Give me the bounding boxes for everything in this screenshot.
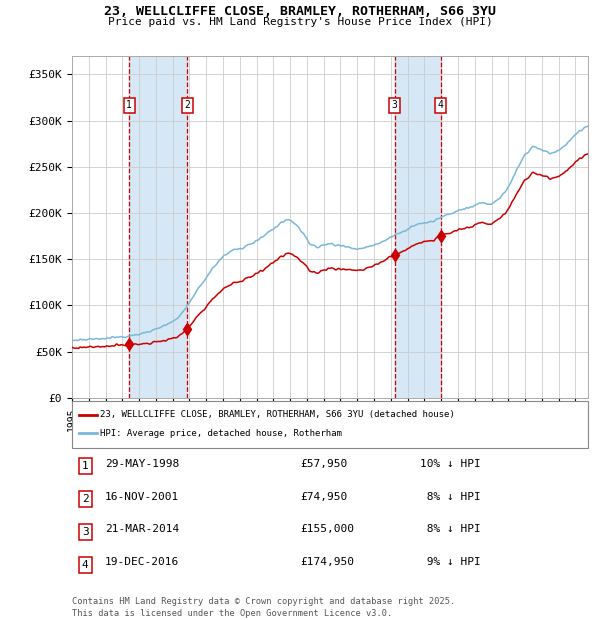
Text: £155,000: £155,000 [300,525,354,534]
Text: 2: 2 [185,100,190,110]
Text: Contains HM Land Registry data © Crown copyright and database right 2025.: Contains HM Land Registry data © Crown c… [72,597,455,606]
Text: 23, WELLCLIFFE CLOSE, BRAMLEY, ROTHERHAM, S66 3YU (detached house): 23, WELLCLIFFE CLOSE, BRAMLEY, ROTHERHAM… [100,410,455,419]
Text: 2: 2 [82,494,89,504]
Text: £74,950: £74,950 [300,492,347,502]
Text: 4: 4 [82,560,89,570]
Text: 10% ↓ HPI: 10% ↓ HPI [420,459,481,469]
Text: £174,950: £174,950 [300,557,354,567]
Text: 4: 4 [438,100,443,110]
Text: HPI: Average price, detached house, Rotherham: HPI: Average price, detached house, Roth… [100,429,342,438]
Text: This data is licensed under the Open Government Licence v3.0.: This data is licensed under the Open Gov… [72,608,392,618]
Text: 8% ↓ HPI: 8% ↓ HPI [420,525,481,534]
Text: Price paid vs. HM Land Registry's House Price Index (HPI): Price paid vs. HM Land Registry's House … [107,17,493,27]
Text: 23, WELLCLIFFE CLOSE, BRAMLEY, ROTHERHAM, S66 3YU: 23, WELLCLIFFE CLOSE, BRAMLEY, ROTHERHAM… [104,5,496,18]
Bar [395,56,440,398]
Text: 3: 3 [392,100,397,110]
Text: 1: 1 [82,461,89,471]
Text: 29-MAY-1998: 29-MAY-1998 [105,459,179,469]
Text: 8% ↓ HPI: 8% ↓ HPI [420,492,481,502]
Text: 3: 3 [82,527,89,537]
Text: 1: 1 [126,100,132,110]
Text: 21-MAR-2014: 21-MAR-2014 [105,525,179,534]
Bar [129,56,187,398]
Text: 16-NOV-2001: 16-NOV-2001 [105,492,179,502]
Text: 9% ↓ HPI: 9% ↓ HPI [420,557,481,567]
Text: 19-DEC-2016: 19-DEC-2016 [105,557,179,567]
Text: £57,950: £57,950 [300,459,347,469]
